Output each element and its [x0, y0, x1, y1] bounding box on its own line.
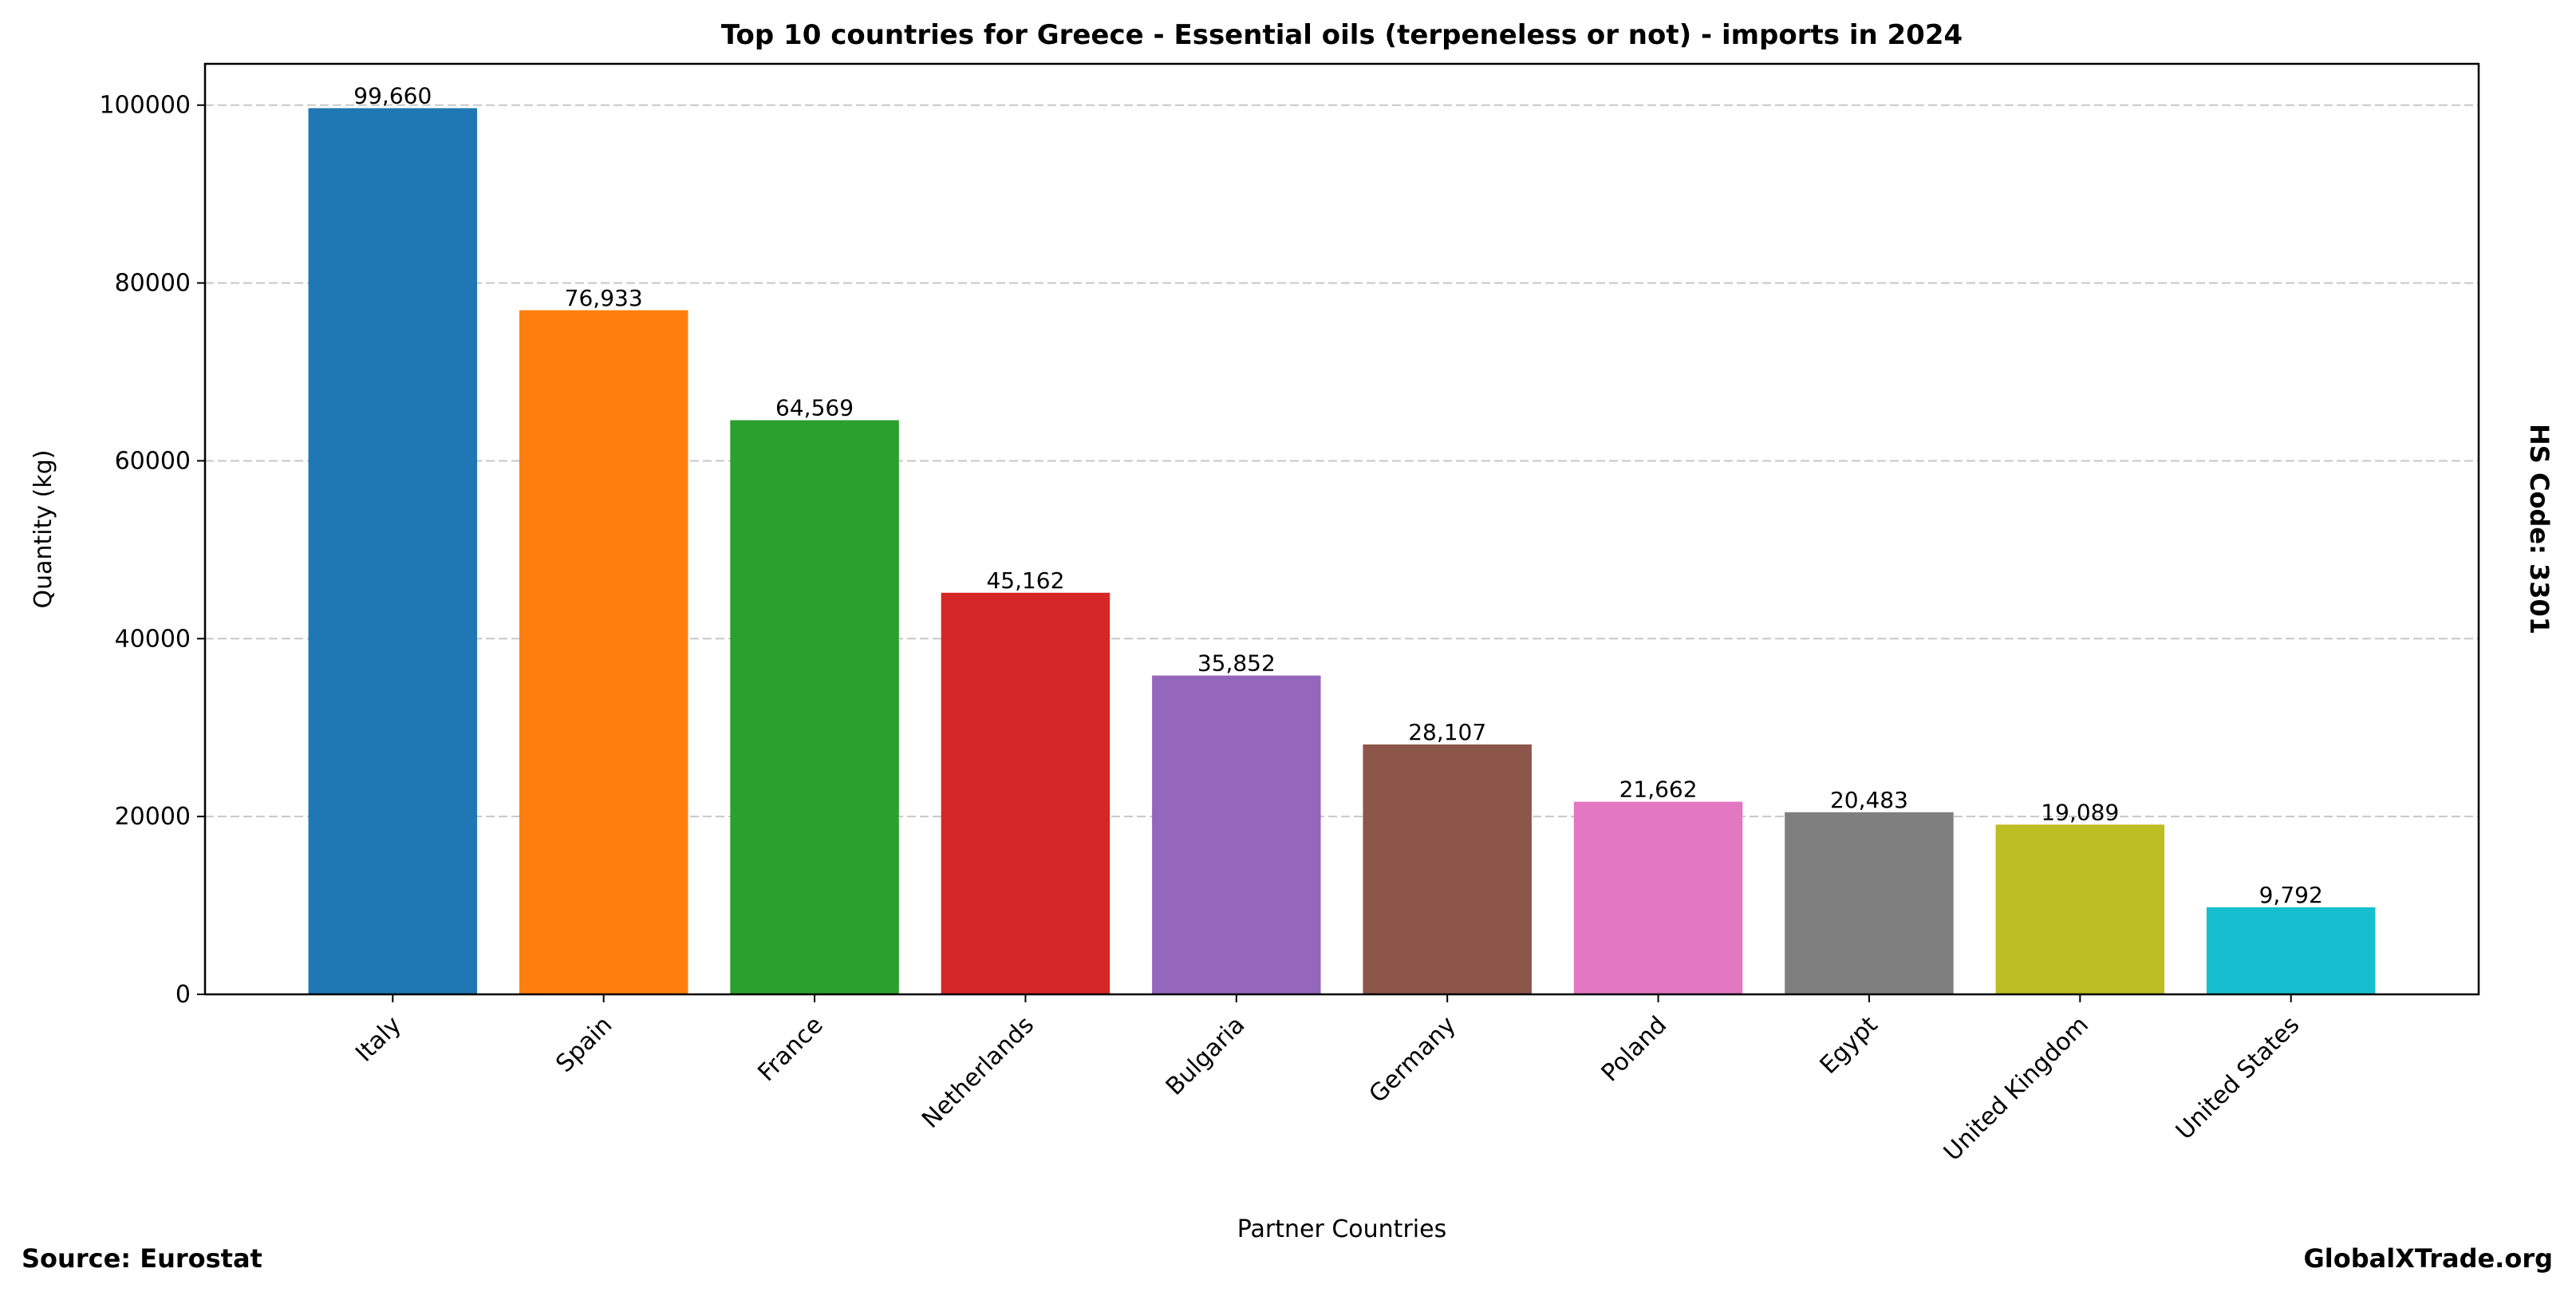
value-label: 21,662 — [1619, 776, 1698, 803]
x-tick-label: France — [752, 1011, 828, 1087]
axes-frame — [203, 62, 2480, 996]
bar-egypt — [1785, 812, 1954, 994]
x-tick-label: Germany — [1364, 1011, 1462, 1108]
value-label: 19,089 — [2041, 799, 2119, 825]
site-label: GlobalXTrade.org — [2304, 1243, 2553, 1274]
y-tick-label: 80000 — [115, 270, 191, 298]
y-tick-label: 0 — [176, 981, 191, 1009]
value-label: 45,162 — [986, 567, 1064, 594]
x-tick-label: United States — [2171, 1011, 2305, 1145]
x-tick-label: United Kingdom — [1939, 1011, 2094, 1167]
bar-united-kingdom — [1995, 824, 2165, 994]
bar-france — [730, 420, 899, 994]
x-tick-label: Spain — [550, 1011, 617, 1078]
bar-netherlands — [941, 592, 1110, 994]
hs-code-label: HS Code: 3301 — [2524, 424, 2554, 634]
y-tick-label: 60000 — [115, 447, 191, 475]
value-label: 99,660 — [353, 83, 432, 109]
value-label: 9,792 — [2259, 882, 2323, 908]
x-axis-label: Partner Countries — [1237, 1215, 1446, 1243]
bar-united-states — [2206, 907, 2376, 994]
value-label: 28,107 — [1408, 719, 1486, 745]
x-tick-label: Netherlands — [917, 1011, 1039, 1134]
chart-title: Top 10 countries for Greece - Essential … — [721, 19, 1963, 51]
x-tick-label: Poland — [1596, 1011, 1673, 1088]
x-tick-label: Italy — [350, 1011, 407, 1068]
x-tick-label: Bulgaria — [1161, 1011, 1251, 1101]
y-axis-label: Quantity (kg) — [30, 450, 57, 609]
value-label: 76,933 — [565, 285, 643, 311]
value-label: 35,852 — [1197, 650, 1276, 677]
y-tick-label: 100000 — [99, 92, 191, 120]
x-tick-label: Egypt — [1815, 1011, 1884, 1080]
bar-italy — [308, 108, 478, 994]
value-label: 64,569 — [775, 395, 854, 421]
value-label: 20,483 — [1830, 787, 1908, 813]
y-tick-label: 20000 — [115, 803, 191, 831]
bar-germany — [1363, 744, 1532, 994]
bar-bulgaria — [1152, 675, 1321, 994]
bar-spain — [519, 310, 688, 994]
y-tick-label: 40000 — [115, 625, 191, 653]
source-label: Source: Eurostat — [22, 1243, 262, 1274]
bar-poland — [1573, 801, 1743, 994]
